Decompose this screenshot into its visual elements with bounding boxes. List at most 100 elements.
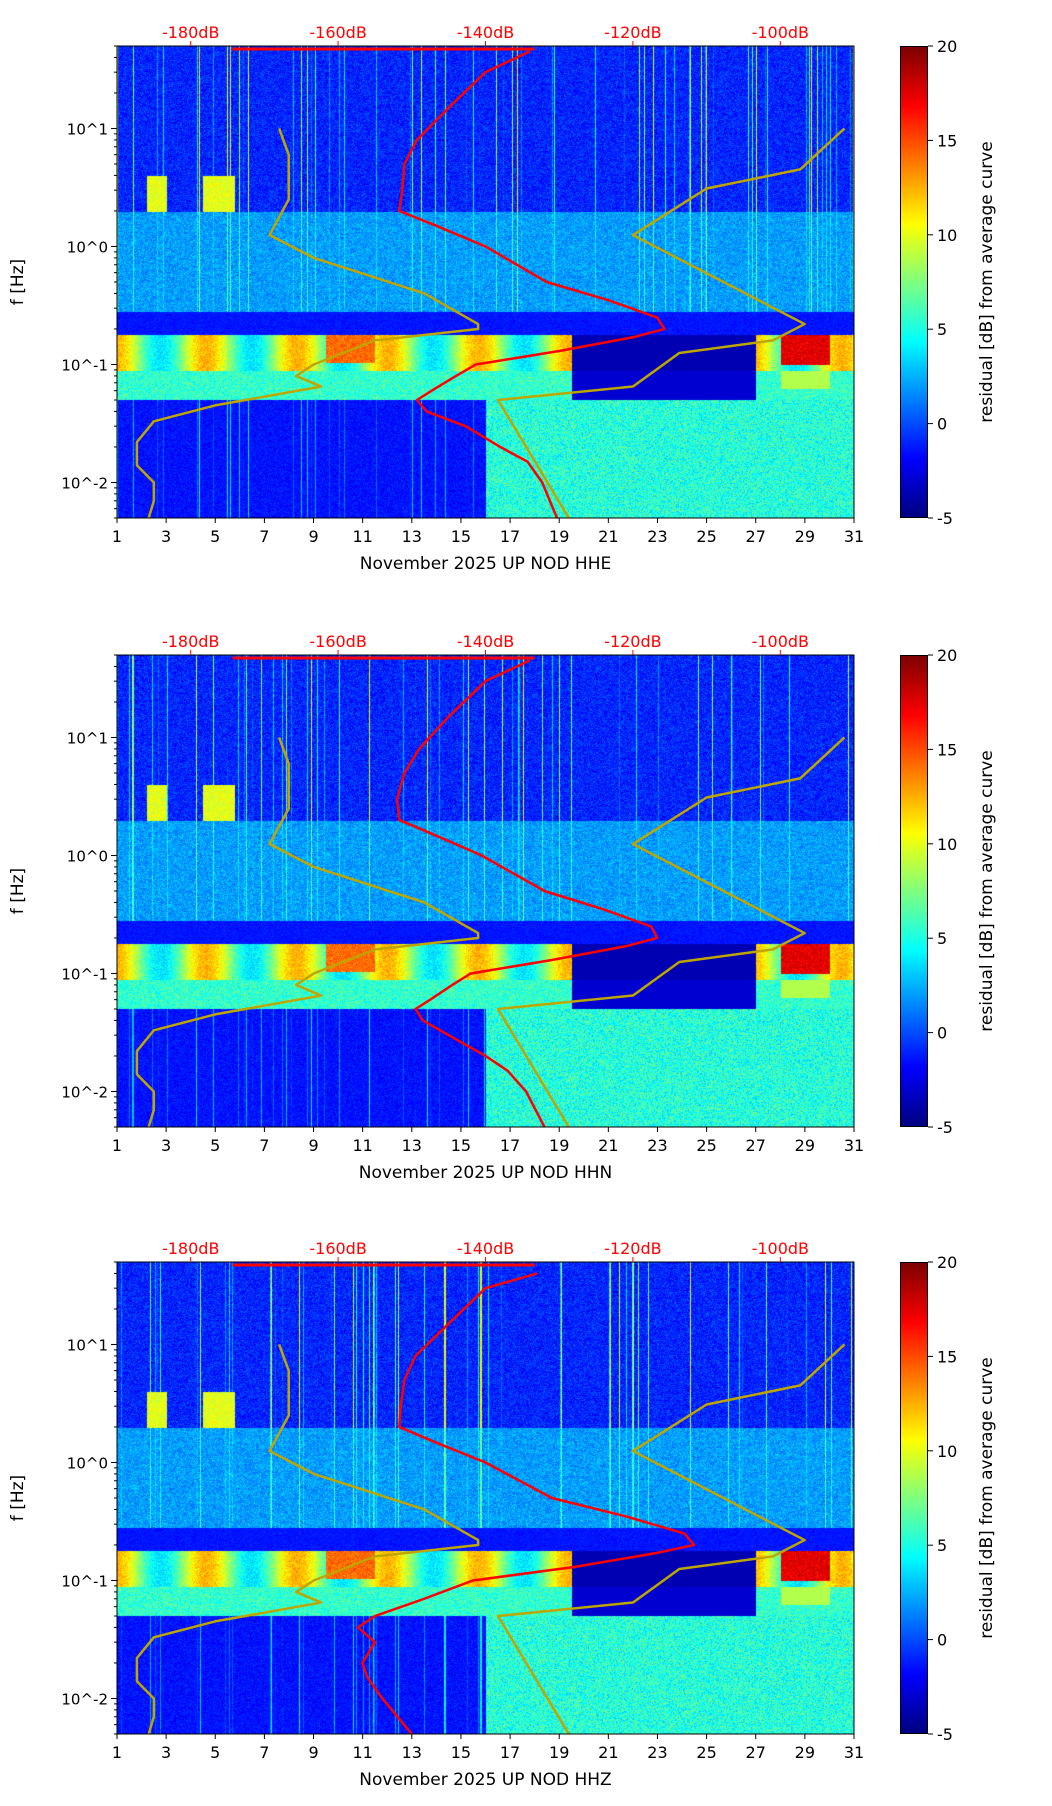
y-tick-label: 10^0 [67, 847, 108, 865]
x-tick-label: 7 [259, 527, 269, 546]
top-tick-label: -180dB [162, 632, 219, 651]
x-tick-label: 17 [500, 527, 520, 546]
x-tick-label: 21 [598, 1136, 618, 1155]
spectrogram-image [117, 1262, 854, 1734]
x-tick-label: 21 [598, 527, 618, 546]
y-tick-label: 10^-1 [61, 965, 108, 983]
x-tick-label: 13 [402, 1743, 422, 1762]
top-tick-label: -120dB [604, 23, 661, 42]
x-tick-label: 29 [795, 1743, 815, 1762]
x-tick-label: 15 [451, 527, 471, 546]
top-tick-label: -100dB [752, 23, 809, 42]
x-tick-label: 9 [308, 527, 318, 546]
x-tick-label: 19 [549, 1743, 569, 1762]
x-tick-label: 9 [308, 1743, 318, 1762]
noise-model-high-line [496, 127, 846, 519]
x-tick-label: 23 [647, 527, 667, 546]
colorbar-tick-label: 0 [937, 1631, 947, 1650]
top-tick-label: -180dB [162, 1239, 219, 1258]
x-tick-label: 11 [352, 527, 372, 546]
y-tick-label: 10^-1 [61, 1572, 108, 1590]
colorbar-tick-label: 5 [937, 929, 947, 948]
top-tick-label: -120dB [604, 632, 661, 651]
x-tick-label: 11 [352, 1136, 372, 1155]
x-axis-label: November 2025 UP NOD HHZ [359, 1770, 612, 1790]
plot-frame [116, 45, 855, 519]
top-tick-label: -140dB [457, 23, 514, 42]
top-tick-label: -160dB [309, 632, 366, 651]
y-tick-label: 10^-1 [61, 356, 108, 374]
y-axis-label: f [Hz] [8, 867, 28, 915]
top-tick-label: -120dB [604, 1239, 661, 1258]
colorbar-tick-label: 5 [937, 320, 947, 339]
axes-group: 1 3 5 7 9 11 13 15 17 19 21 23 25 27 29 3110^-210^-110^… [61, 23, 957, 546]
x-tick-label: 1 [112, 1743, 122, 1762]
noise-model-low-line [135, 737, 480, 1128]
x-tick-label: 31 [844, 527, 864, 546]
colorbar-tick-label: 20 [937, 646, 957, 665]
top-tick-label: -140dB [457, 632, 514, 651]
noise-model-high-line [496, 736, 846, 1128]
y-tick-label: 10^-2 [61, 1690, 108, 1708]
colorbar-label: residual [dB] from average curve [977, 141, 997, 423]
x-tick-label: 1 [112, 1136, 122, 1155]
colorbar-tick-label: 15 [937, 740, 957, 759]
y-tick-label: 10^0 [67, 1454, 108, 1472]
top-tick-label: -180dB [162, 23, 219, 42]
y-axis-label: f [Hz] [8, 258, 28, 306]
x-tick-label: 27 [746, 1743, 766, 1762]
x-tick-label: 31 [844, 1136, 864, 1155]
x-tick-label: 3 [161, 1743, 171, 1762]
x-tick-label: 3 [161, 1136, 171, 1155]
top-tick-label: -100dB [752, 1239, 809, 1258]
top-tick-label: -160dB [309, 23, 366, 42]
spectrogram-image [117, 655, 854, 1127]
x-tick-label: 17 [500, 1136, 520, 1155]
x-tick-label: 9 [308, 1136, 318, 1155]
y-tick-label: 10^-2 [61, 474, 108, 492]
x-tick-label: 3 [161, 527, 171, 546]
y-tick-label: 10^1 [67, 729, 108, 747]
colorbar-tick-label: 20 [937, 1253, 957, 1272]
colorbar-label: residual [dB] from average curve [977, 1357, 997, 1639]
x-tick-label: 25 [696, 1136, 716, 1155]
x-tick-label: 29 [795, 527, 815, 546]
spectrogram-panel-hhe: 1 3 5 7 9 11 13 15 17 19 21 23 25 27 29 31 10^-2 10^-1 10^… [0, 23, 1052, 646]
y-axis-label: f [Hz] [8, 1474, 28, 1522]
x-axis-label: November 2025 UP NOD HHN [358, 1163, 613, 1183]
x-tick-label: 13 [402, 1136, 422, 1155]
colorbar-tick-label: 10 [937, 1442, 957, 1461]
colorbar-tick-label: -5 [937, 1725, 953, 1744]
colorbar-tick-label: -5 [937, 1118, 953, 1137]
mean-psd-curve [398, 50, 666, 519]
top-tick-label: -160dB [309, 1239, 366, 1258]
x-tick-label: 25 [696, 527, 716, 546]
noise-model-high-line [496, 1343, 846, 1735]
colorbar-tick-label: 10 [937, 835, 957, 854]
mean-psd-curve [395, 659, 659, 1128]
x-tick-label: 5 [210, 1743, 220, 1762]
x-tick-label: 21 [598, 1743, 618, 1762]
y-tick-label: 10^0 [67, 238, 108, 256]
x-axis-label: November 2025 UP NOD HHE [359, 554, 612, 574]
x-tick-label: 29 [795, 1136, 815, 1155]
plot-frame [116, 1261, 855, 1735]
x-tick-label: 1 [112, 527, 122, 546]
spectrogram-panel-hhz: 1 3 5 7 9 11 13 15 17 19 21 23 25 27 29 31 10^-2 10^-1 10^… [0, 1239, 1052, 1806]
x-tick-label: 27 [746, 1136, 766, 1155]
axes-group: 1 3 5 7 9 11 13 15 17 19 21 23 25 27 29 3110^-210^-110^… [61, 632, 957, 1155]
x-tick-label: 15 [451, 1743, 471, 1762]
x-tick-label: 5 [210, 1136, 220, 1155]
x-tick-label: 13 [402, 527, 422, 546]
colorbar [900, 655, 928, 1127]
axes-overlay: 1 3 5 7 9 11 13 15 17 19 21 23 25 27 29 3110^-210^-110^… [61, 632, 957, 1155]
x-tick-label: 19 [549, 527, 569, 546]
x-tick-label: 25 [696, 1743, 716, 1762]
colorbar-label: residual [dB] from average curve [977, 750, 997, 1032]
x-tick-label: 19 [549, 1136, 569, 1155]
x-tick-label: 23 [647, 1743, 667, 1762]
colorbar-tick-label: 10 [937, 226, 957, 245]
x-tick-label: 7 [259, 1136, 269, 1155]
axes-group: 1 3 5 7 9 11 13 15 17 19 21 23 25 27 29 3110^-210^-110^… [61, 1239, 957, 1762]
colorbar-tick-label: 15 [937, 1347, 957, 1366]
